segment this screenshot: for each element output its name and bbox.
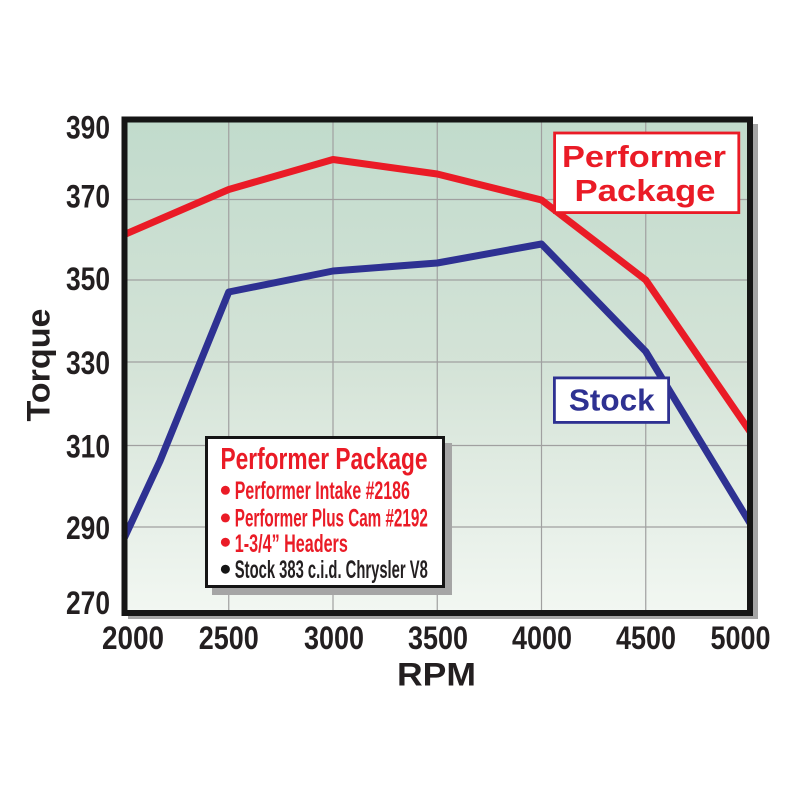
svg-text:350: 350: [66, 261, 110, 297]
svg-text:330: 330: [66, 345, 110, 381]
svg-text:310: 310: [66, 429, 110, 465]
svg-text:RPM: RPM: [397, 657, 476, 693]
svg-text:4500: 4500: [616, 620, 676, 656]
svg-text:Performer Plus Cam #2192: Performer Plus Cam #2192: [235, 505, 428, 533]
svg-text:Stock: Stock: [569, 383, 655, 418]
svg-text:Performer Package: Performer Package: [221, 441, 428, 476]
svg-text:4000: 4000: [512, 620, 572, 656]
svg-text:Package: Package: [575, 173, 716, 208]
svg-text:Stock 383 c.i.d. Chrysler V8: Stock 383 c.i.d. Chrysler V8: [235, 556, 428, 584]
svg-text:Performer: Performer: [562, 139, 726, 174]
svg-text:390: 390: [66, 110, 110, 146]
svg-text:270: 270: [66, 585, 110, 621]
svg-text:3500: 3500: [408, 620, 468, 656]
svg-text:3000: 3000: [304, 620, 364, 656]
svg-text:5000: 5000: [711, 620, 771, 656]
svg-text:Performer Intake #2186: Performer Intake #2186: [235, 477, 410, 505]
svg-text:370: 370: [66, 179, 110, 215]
svg-text:2500: 2500: [199, 620, 259, 656]
svg-text:2000: 2000: [102, 620, 164, 656]
svg-text:Torque: Torque: [21, 309, 57, 422]
svg-text:290: 290: [66, 510, 110, 546]
svg-text:1-3/4” Headers: 1-3/4” Headers: [235, 530, 348, 558]
